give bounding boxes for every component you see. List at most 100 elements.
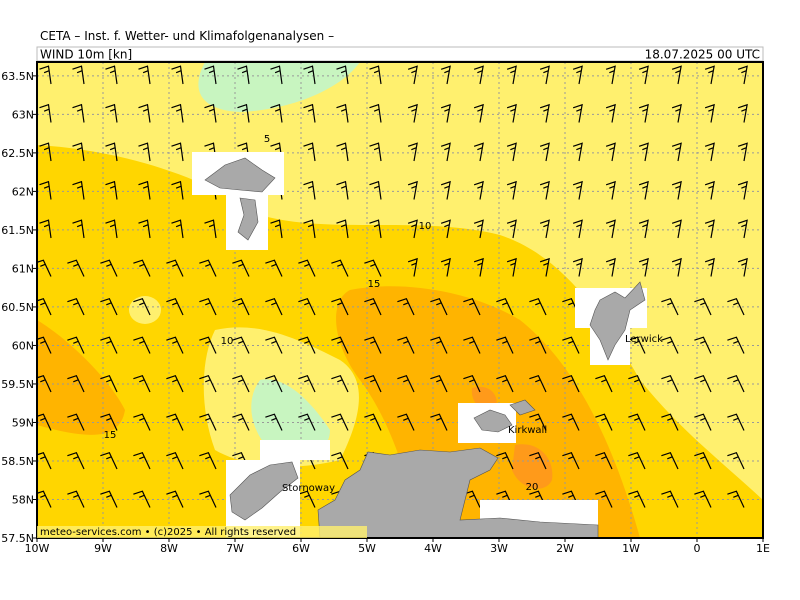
wind-barb (166, 259, 184, 277)
wind-barb (496, 374, 514, 393)
wind-barb (270, 219, 283, 239)
field-calm-north (198, 62, 360, 112)
wind-barb (704, 180, 715, 200)
wind-barb (638, 103, 649, 123)
faroe-islands (204, 157, 276, 241)
wind-barb (298, 259, 316, 277)
wind-barb (572, 142, 583, 162)
wind-barb (232, 413, 250, 431)
wind-barb (562, 374, 580, 393)
wind-barb (430, 297, 448, 316)
wind-barb (303, 219, 316, 239)
wind-barb (232, 259, 250, 277)
wind-barb (265, 259, 283, 277)
wind-barb (199, 451, 217, 470)
wind-barb (171, 65, 184, 85)
wind-barb (270, 103, 283, 123)
wind-barb (133, 451, 151, 470)
wind-barb (369, 219, 382, 239)
wind-barb (539, 65, 550, 85)
wind-barb (331, 259, 349, 277)
wind-barb (166, 490, 184, 508)
wind-barb (336, 103, 349, 123)
wind-barb (628, 336, 646, 354)
map-frame (36, 61, 764, 539)
wind-barb (100, 374, 118, 393)
wind-barb (473, 180, 484, 200)
wind-barb (506, 103, 517, 123)
wind-barb (605, 180, 616, 200)
field-20kn (512, 444, 553, 489)
wind-barb (67, 451, 85, 470)
contour-label: 10 (419, 221, 432, 232)
wind-barb (369, 65, 382, 85)
wind-barb (133, 336, 151, 354)
wind-barb (166, 336, 184, 354)
lat-tick-label: 61N (12, 262, 34, 275)
wind-barb (638, 142, 649, 162)
wind-barb (628, 374, 646, 393)
wind-barb (539, 257, 550, 277)
wind-barb (661, 374, 679, 393)
wind-barb (331, 336, 349, 354)
wind-barb (572, 65, 583, 85)
wind-barb (737, 180, 748, 200)
wind-barb (204, 103, 217, 123)
lat-tick-label: 62.5N (1, 147, 34, 160)
shetland (589, 281, 646, 361)
wind-barb (336, 142, 349, 162)
wind-barb (605, 103, 616, 123)
wind-barb (407, 142, 418, 162)
wind-barb (605, 257, 616, 277)
wind-barb (506, 219, 517, 239)
wind-barb (572, 257, 583, 277)
lon-tick-label: 2W (556, 542, 574, 555)
wind-barb (628, 451, 646, 470)
wind-barb (595, 451, 613, 470)
wind-barb (199, 374, 217, 393)
wind-barb (331, 413, 349, 431)
lewis-harris (229, 461, 299, 521)
wind-barb (440, 142, 451, 162)
wind-barb (539, 142, 550, 162)
footer: meteo-services.com • (c)2025 • All right… (40, 527, 296, 538)
wind-barb (397, 413, 415, 431)
wind-barb (265, 297, 283, 316)
wind-barb (638, 65, 649, 85)
wind-barb (638, 180, 649, 200)
wind-barb (133, 259, 151, 277)
wind-barb (506, 65, 517, 85)
field-15kn-west (37, 320, 125, 435)
wind-barb (473, 142, 484, 162)
wind-barb (496, 451, 514, 470)
wind-barb (303, 103, 316, 123)
wind-barb (440, 219, 451, 239)
wind-barb (133, 490, 151, 508)
wind-barb (694, 297, 712, 316)
wind-barb (407, 65, 418, 85)
wind-barb (463, 374, 481, 393)
wind-barb (704, 219, 715, 239)
wind-barb (67, 374, 85, 393)
wind-barb (407, 219, 418, 239)
wind-barb (67, 259, 85, 277)
map-area (37, 62, 763, 538)
wind-barb (364, 259, 382, 277)
field-light-spot (129, 296, 161, 324)
scotland (317, 447, 599, 538)
wind-barb (72, 142, 85, 162)
wind-barb (440, 103, 451, 123)
wind-barb (39, 65, 52, 85)
wind-barb (171, 219, 184, 239)
wind-barb (232, 374, 250, 393)
wind-barb (100, 336, 118, 354)
mask (260, 440, 330, 460)
wind-barb (529, 374, 547, 393)
wind-barb (473, 257, 484, 277)
wind-barb (737, 257, 748, 277)
wind-barb (100, 490, 118, 508)
wind-barb (67, 297, 85, 316)
wind-barb (529, 297, 547, 316)
wind-barb (661, 413, 679, 431)
